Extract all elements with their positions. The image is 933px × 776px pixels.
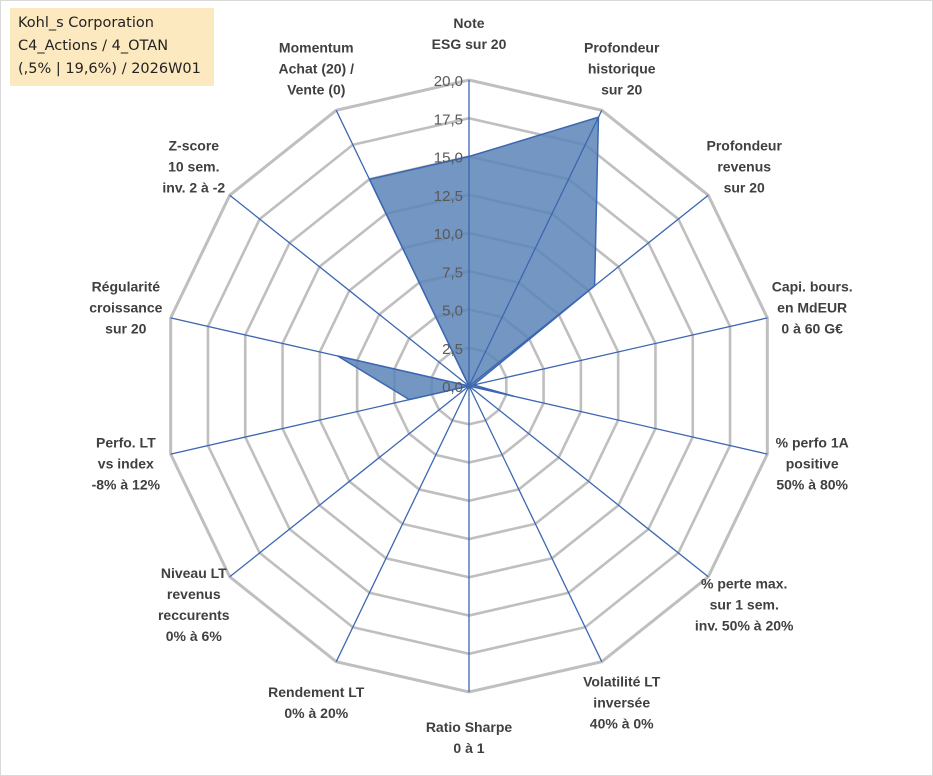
axis-label: % perfo 1A positive 50% à 80% — [776, 433, 849, 496]
axis-label-line: 50% à 80% — [776, 476, 848, 493]
axis-label-line: Note — [453, 15, 485, 31]
tick-label: 10,0 — [434, 226, 463, 243]
axis-label-line: -8% à 12% — [91, 476, 161, 493]
axis-label: Ratio Sharpe 0 à 1 — [426, 717, 512, 759]
info-box: Kohl_s Corporation C4_Actions / 4_OTAN (… — [10, 8, 214, 86]
axis-label-line: sur 20 — [601, 81, 643, 98]
axis-label-line: Rendement LT — [268, 684, 365, 701]
axis-label-line: historique — [587, 60, 656, 77]
axis-spoke — [229, 385, 470, 578]
axis-label-line: Achat (20) / — [278, 60, 354, 77]
axis-label-line: 0% à 20% — [284, 705, 349, 722]
axis-label-line: en MdEUR — [777, 299, 848, 316]
axis-label-line: sur 20 — [105, 320, 147, 337]
tick-label: 5,0 — [442, 303, 463, 320]
axis-label-line: inversée — [593, 694, 651, 711]
axis-label-line: positive — [785, 455, 839, 472]
axis-label: Niveau LT revenus reccurents 0% à 6% — [158, 563, 230, 647]
company-name: Kohl_s Corporation — [18, 15, 154, 31]
axis-spoke — [468, 194, 709, 387]
axis-label-line: vs index — [97, 455, 154, 472]
axis-spoke — [468, 110, 603, 387]
axis-label-line: Perfo. LT — [95, 434, 156, 451]
tick-label: 2,5 — [442, 341, 463, 358]
axis-label-line: inv. 2 à -2 — [162, 179, 226, 196]
axis-label-line: 0 à 1 — [453, 740, 485, 756]
axis-label-line: Vente (0) — [287, 81, 346, 98]
stats-text: (,5% | 19,6%) / 2026W01 — [18, 61, 201, 77]
tick-label: 12,5 — [434, 188, 463, 205]
axis-label: Z-score 10 sem. inv. 2 à -2 — [162, 135, 225, 198]
axis-label: Profondeur revenus sur 20 — [706, 135, 781, 198]
axis-label-line: Profondeur — [583, 39, 660, 56]
axis-label-line: reccurents — [157, 607, 230, 624]
radar-series — [337, 116, 600, 401]
axis-label-line: % perte max. — [701, 575, 788, 592]
tick-label: 7,5 — [442, 264, 463, 281]
axis-spoke — [468, 385, 768, 455]
axis-spoke — [468, 317, 768, 387]
axis-label-line: Profondeur — [706, 137, 782, 154]
axis-label-line: 10 sem. — [168, 158, 220, 175]
tick-label: 15,0 — [434, 150, 463, 167]
axis-label: Note ESG sur 20 — [432, 13, 507, 55]
axis-label-line: Régularité — [91, 278, 161, 295]
axis-label-line: revenus — [717, 158, 772, 175]
axis-label-line: Volatilité LT — [583, 673, 661, 690]
axis-label: Profondeur historique sur 20 — [584, 37, 659, 100]
axis-label: Perfo. LT vs index -8% à 12% — [92, 433, 160, 496]
axis-label-line: sur 20 — [723, 179, 765, 196]
axis-label-line: 0% à 6% — [165, 628, 222, 645]
axis-label-line: % perfo 1A — [775, 434, 849, 451]
axis-label-line: Ratio Sharpe — [425, 719, 513, 735]
axis-label-line: 40% à 0% — [589, 715, 654, 732]
axis-spoke — [335, 385, 470, 662]
axis-spoke — [468, 385, 709, 578]
axis-spoke — [170, 385, 470, 455]
axis-label-line: Capi. bours. — [771, 278, 853, 295]
axis-label-line: croissance — [89, 299, 163, 316]
axis-label-line: revenus — [166, 586, 221, 603]
axis-label-line: inv. 50% à 20% — [694, 617, 794, 634]
tick-label: 0,0 — [442, 379, 463, 396]
axis-label-line: 0 à 60 G€ — [781, 320, 843, 337]
axis-label: Régularité croissance sur 20 — [89, 276, 162, 339]
series-area — [337, 116, 600, 401]
axis-label-line: sur 1 sem. — [709, 596, 779, 613]
radar-spokes — [170, 80, 768, 692]
axis-label-line: ESG sur 20 — [431, 36, 507, 52]
axis-spoke — [229, 194, 470, 387]
axis-spoke — [468, 385, 603, 662]
axis-spoke — [335, 110, 470, 387]
axis-spoke — [170, 317, 470, 387]
axis-label: Rendement LT 0% à 20% — [268, 682, 364, 724]
portfolio-name: C4_Actions / 4_OTAN — [18, 38, 169, 54]
axis-label-line: Z-score — [168, 137, 220, 154]
axis-label-line: Niveau LT — [160, 565, 227, 582]
axis-label: % perte max. sur 1 sem. inv. 50% à 20% — [695, 574, 794, 637]
radial-ticks: 0,0 2,5 5,0 7,5 10,0 12,5 15,0 17,5 20,0 — [434, 73, 463, 396]
tick-label: 20,0 — [434, 73, 463, 90]
axis-label: Volatilité LT inversée 40% à 0% — [583, 672, 660, 735]
axis-label: Capi. bours. en MdEUR 0 à 60 G€ — [772, 276, 853, 339]
axis-label-line: Momentum — [278, 39, 354, 56]
axis-label: Momentum Achat (20) / Vente (0) — [279, 37, 354, 100]
tick-label: 17,5 — [434, 111, 463, 128]
